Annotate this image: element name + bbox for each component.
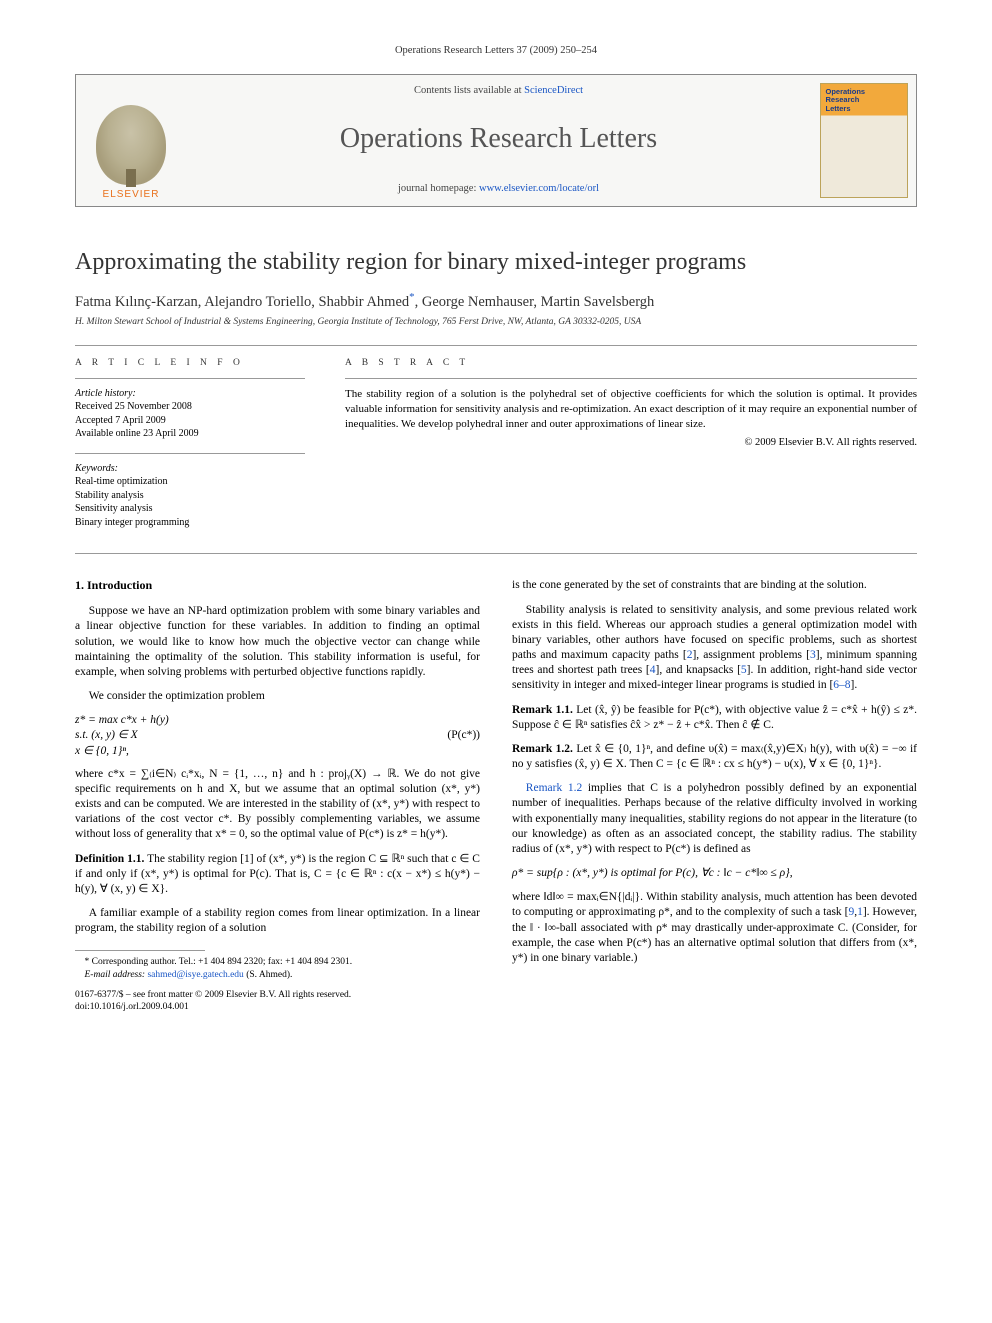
paragraph: is the cone generated by the set of cons… xyxy=(512,578,917,593)
article-info-label: A R T I C L E I N F O xyxy=(75,358,305,368)
rule-bottom xyxy=(75,553,917,554)
rule-info xyxy=(75,378,305,379)
keywords-block: Keywords: Real-time optimization Stabili… xyxy=(75,462,305,530)
text-run: ], assignment problems [ xyxy=(692,649,810,661)
article-info-column: A R T I C L E I N F O Article history: R… xyxy=(75,358,305,542)
keywords-heading: Keywords: xyxy=(75,462,305,476)
keyword: Real-time optimization xyxy=(75,475,305,489)
keyword: Stability analysis xyxy=(75,489,305,503)
definition: Definition 1.1. The stability region [1]… xyxy=(75,852,480,898)
paragraph: Remark 1.2 implies that C is a polyhedro… xyxy=(512,781,917,857)
remark-crossref-link[interactable]: Remark 1.2 xyxy=(526,782,582,794)
text-run: ]. xyxy=(851,679,858,691)
email-label: E-mail address: xyxy=(85,970,148,980)
history-line: Accepted 7 April 2009 xyxy=(75,414,305,428)
abstract-text: The stability region of a solution is th… xyxy=(345,387,917,432)
paragraph: Suppose we have an NP-hard optimization … xyxy=(75,604,480,680)
history-heading: Article history: xyxy=(75,387,305,401)
article-history: Article history: Received 25 November 20… xyxy=(75,387,305,441)
email-tail: (S. Ahmed). xyxy=(244,970,293,980)
paragraph: A familiar example of a stability region… xyxy=(75,906,480,936)
equation-tag: (P(c*)) xyxy=(447,728,480,743)
homepage-prefix: journal homepage: xyxy=(398,183,479,194)
elsevier-tree-icon xyxy=(96,105,166,185)
contents-line: Contents lists available at ScienceDirec… xyxy=(194,85,803,96)
email-footnote: E-mail address: sahmed@isye.gatech.edu (… xyxy=(75,969,480,981)
homepage-line: journal homepage: www.elsevier.com/locat… xyxy=(194,183,803,194)
publisher-name: ELSEVIER xyxy=(103,189,160,200)
authors-trailing: , George Nemhauser, Martin Savelsbergh xyxy=(415,294,655,310)
masthead-center: Contents lists available at ScienceDirec… xyxy=(186,75,811,206)
footnote-text: Corresponding author. Tel.: +1 404 894 2… xyxy=(89,957,352,967)
journal-homepage-link[interactable]: www.elsevier.com/locate/orl xyxy=(479,183,599,194)
remark: Remark 1.1. Let (x̂, ŷ) be feasible for … xyxy=(512,703,917,733)
authors-leading: Fatma Kılınç-Karzan, Alejandro Toriello,… xyxy=(75,294,409,310)
author-email-link[interactable]: sahmed@isye.gatech.edu xyxy=(147,970,243,980)
remark-body: Let (x̂, ŷ) be feasible for P(c*), with … xyxy=(512,704,917,731)
section-heading: 1. Introduction xyxy=(75,578,480,594)
keyword: Binary integer programming xyxy=(75,516,305,530)
equation-body: z* = max c*x + h(y) s.t. (x, y) ∈ X x ∈ … xyxy=(75,713,169,759)
definition-heading: Definition 1.1. xyxy=(75,853,144,865)
journal-masthead: ELSEVIER Contents lists available at Sci… xyxy=(75,74,917,207)
article-title: Approximating the stability region for b… xyxy=(75,247,917,277)
remark-heading: Remark 1.2. xyxy=(512,743,573,755)
left-column: 1. Introduction Suppose we have an NP-ha… xyxy=(75,578,480,1013)
author-list: Fatma Kılınç-Karzan, Alejandro Toriello,… xyxy=(75,291,917,311)
front-matter-line: 0167-6377/$ – see front matter © 2009 El… xyxy=(75,989,480,1001)
abstract-label: A B S T R A C T xyxy=(345,358,917,368)
affiliation: H. Milton Stewart School of Industrial &… xyxy=(75,317,917,327)
right-column: is the cone generated by the set of cons… xyxy=(512,578,917,1013)
footnote-rule xyxy=(75,950,205,951)
history-line: Available online 23 April 2009 xyxy=(75,427,305,441)
keyword: Sensitivity analysis xyxy=(75,502,305,516)
cover-thumb-wrap: Operations Research Letters xyxy=(811,75,916,206)
rule-keywords xyxy=(75,453,305,454)
display-equation: ρ* = sup{ρ : (x*, y*) is optimal for P(c… xyxy=(512,866,917,881)
abstract-copyright: © 2009 Elsevier B.V. All rights reserved… xyxy=(345,437,917,448)
history-line: Received 25 November 2008 xyxy=(75,400,305,414)
journal-name: Operations Research Letters xyxy=(194,111,803,169)
corresponding-footnote: * Corresponding author. Tel.: +1 404 894… xyxy=(75,956,480,968)
cover-title: Operations Research Letters xyxy=(826,88,866,113)
text-run: ], and knapsacks [ xyxy=(656,664,741,676)
paragraph: We consider the optimization problem xyxy=(75,689,480,704)
rule-abs xyxy=(345,378,917,379)
sciencedirect-link[interactable]: ScienceDirect xyxy=(524,85,583,96)
display-equation: z* = max c*x + h(y) s.t. (x, y) ∈ X x ∈ … xyxy=(75,713,480,759)
doi-line: doi:10.1016/j.orl.2009.04.001 xyxy=(75,1001,480,1013)
remark: Remark 1.2. Let x̂ ∈ {0, 1}ⁿ, and define… xyxy=(512,742,917,772)
journal-cover-thumbnail: Operations Research Letters xyxy=(820,83,908,198)
contents-prefix: Contents lists available at xyxy=(414,85,524,96)
info-abstract-row: A R T I C L E I N F O Article history: R… xyxy=(75,346,917,554)
body-two-columns: 1. Introduction Suppose we have an NP-ha… xyxy=(75,578,917,1013)
abstract-column: A B S T R A C T The stability region of … xyxy=(345,358,917,542)
remark-body: Let x̂ ∈ {0, 1}ⁿ, and define υ(x̂) = max… xyxy=(512,743,917,770)
publisher-logo-block: ELSEVIER xyxy=(76,75,186,206)
paragraph: where c*x = ∑₍i∈N₎ cᵢ*xᵢ, N = {1, …, n} … xyxy=(75,767,480,843)
remark-heading: Remark 1.1. xyxy=(512,704,573,716)
running-head: Operations Research Letters 37 (2009) 25… xyxy=(75,45,917,56)
paragraph: where ‖d‖∞ = maxᵢ∈N{|dᵢ|}. Within stabil… xyxy=(512,890,917,966)
citation-link[interactable]: 6–8 xyxy=(833,679,850,691)
paragraph: Stability analysis is related to sensiti… xyxy=(512,603,917,694)
